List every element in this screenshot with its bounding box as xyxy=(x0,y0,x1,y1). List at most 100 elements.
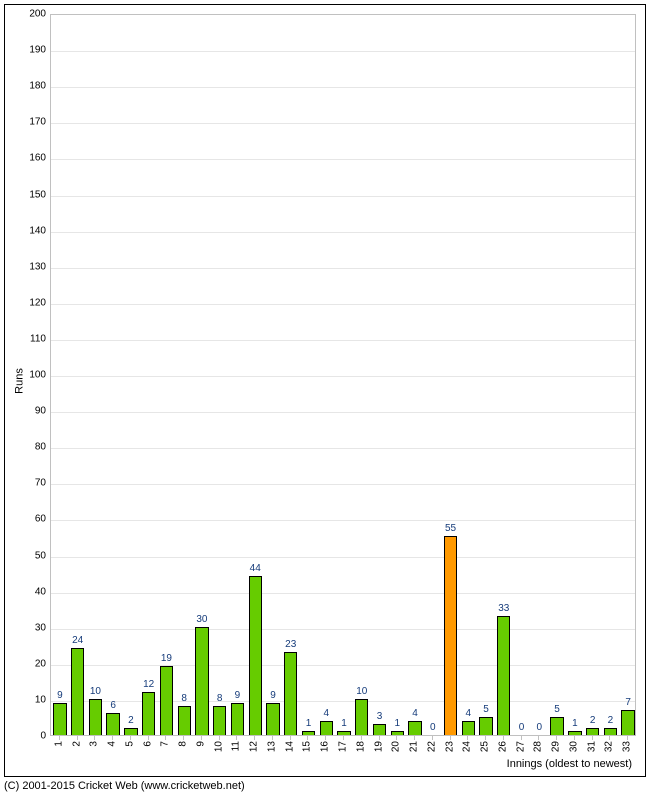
y-tick-label: 140 xyxy=(16,225,46,236)
y-tick-label: 90 xyxy=(16,406,46,417)
bar xyxy=(302,731,315,735)
bar xyxy=(71,648,84,735)
bar-value-label: 5 xyxy=(554,704,560,715)
y-tick-label: 110 xyxy=(16,333,46,344)
bar-value-label: 23 xyxy=(285,639,296,650)
x-tick-mark xyxy=(432,736,433,740)
bar xyxy=(320,721,333,735)
gridline xyxy=(51,196,635,197)
x-tick-label: 15 xyxy=(302,741,313,752)
bar xyxy=(355,699,368,735)
y-tick-label: 160 xyxy=(16,153,46,164)
x-tick-mark xyxy=(94,736,95,740)
bar-value-label: 0 xyxy=(537,722,543,733)
bar xyxy=(479,717,492,735)
x-tick-label: 19 xyxy=(373,741,384,752)
x-tick-label: 26 xyxy=(497,741,508,752)
x-tick-mark xyxy=(201,736,202,740)
bar xyxy=(178,706,191,735)
bar-value-label: 19 xyxy=(161,653,172,664)
x-tick-label: 22 xyxy=(426,741,437,752)
y-tick-label: 130 xyxy=(16,261,46,272)
x-tick-mark xyxy=(290,736,291,740)
bar-value-label: 10 xyxy=(90,686,101,697)
x-tick-label: 29 xyxy=(551,741,562,752)
y-tick-label: 180 xyxy=(16,81,46,92)
bar-value-label: 24 xyxy=(72,635,83,646)
x-tick-label: 5 xyxy=(124,741,135,747)
gridline xyxy=(51,520,635,521)
bar xyxy=(266,703,279,735)
bar xyxy=(142,692,155,735)
x-tick-mark xyxy=(627,736,628,740)
bar-value-label: 10 xyxy=(356,686,367,697)
y-tick-label: 170 xyxy=(16,117,46,128)
x-axis-label: Innings (oldest to newest) xyxy=(507,758,632,770)
y-tick-label: 150 xyxy=(16,189,46,200)
gridline xyxy=(51,304,635,305)
x-tick-label: 3 xyxy=(89,741,100,747)
x-tick-label: 24 xyxy=(462,741,473,752)
bar-value-label: 4 xyxy=(412,708,418,719)
gridline xyxy=(51,629,635,630)
bar-value-label: 0 xyxy=(519,722,525,733)
bar-value-label: 55 xyxy=(445,523,456,534)
y-tick-label: 70 xyxy=(16,478,46,489)
bar-value-label: 4 xyxy=(466,708,472,719)
bar xyxy=(586,728,599,735)
x-tick-label: 33 xyxy=(622,741,633,752)
bar xyxy=(195,627,208,735)
x-tick-label: 30 xyxy=(568,741,579,752)
gridline xyxy=(51,232,635,233)
bar xyxy=(391,731,404,735)
x-tick-mark xyxy=(183,736,184,740)
x-tick-label: 23 xyxy=(444,741,455,752)
x-tick-mark xyxy=(219,736,220,740)
bar xyxy=(621,710,634,735)
bar-value-label: 33 xyxy=(498,603,509,614)
y-tick-label: 200 xyxy=(16,9,46,20)
x-tick-mark xyxy=(574,736,575,740)
y-tick-label: 30 xyxy=(16,622,46,633)
bar-value-label: 8 xyxy=(181,693,187,704)
bar-value-label: 44 xyxy=(250,563,261,574)
y-tick-label: 60 xyxy=(16,514,46,525)
x-tick-mark xyxy=(361,736,362,740)
x-tick-mark xyxy=(396,736,397,740)
x-tick-mark xyxy=(112,736,113,740)
x-tick-label: 13 xyxy=(266,741,277,752)
x-tick-mark xyxy=(343,736,344,740)
x-tick-mark xyxy=(148,736,149,740)
x-tick-label: 12 xyxy=(249,741,260,752)
x-tick-mark xyxy=(307,736,308,740)
x-tick-label: 20 xyxy=(391,741,402,752)
gridline xyxy=(51,87,635,88)
y-tick-label: 10 xyxy=(16,694,46,705)
bar-value-label: 1 xyxy=(394,718,400,729)
gridline xyxy=(51,557,635,558)
gridline xyxy=(51,159,635,160)
gridline xyxy=(51,484,635,485)
bar xyxy=(462,721,475,735)
x-tick-label: 31 xyxy=(586,741,597,752)
bar xyxy=(604,728,617,735)
bar-value-label: 7 xyxy=(625,697,631,708)
x-tick-label: 14 xyxy=(284,741,295,752)
gridline xyxy=(51,340,635,341)
x-tick-mark xyxy=(77,736,78,740)
bar xyxy=(284,652,297,735)
bar xyxy=(160,666,173,735)
x-tick-label: 16 xyxy=(320,741,331,752)
bar-value-label: 8 xyxy=(217,693,223,704)
bar-value-label: 30 xyxy=(196,614,207,625)
x-tick-mark xyxy=(414,736,415,740)
gridline xyxy=(51,412,635,413)
bar-value-label: 1 xyxy=(306,718,312,729)
bar xyxy=(408,721,421,735)
y-tick-label: 40 xyxy=(16,586,46,597)
bar-value-label: 2 xyxy=(590,715,596,726)
x-tick-label: 9 xyxy=(195,741,206,747)
bar-value-label: 12 xyxy=(143,679,154,690)
x-tick-label: 7 xyxy=(160,741,171,747)
x-tick-label: 27 xyxy=(515,741,526,752)
